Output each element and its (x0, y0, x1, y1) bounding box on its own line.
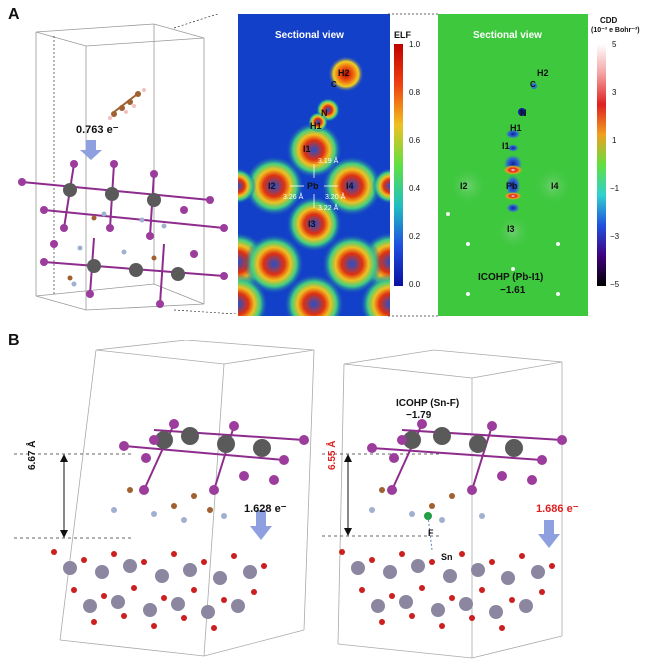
elf-lattice (238, 122, 390, 316)
elf-colorbar (394, 44, 403, 286)
cdd-map-drawing (446, 83, 573, 296)
distance-label-right: 6.55 Å (327, 440, 338, 470)
icohp-value-b: −1.79 (406, 410, 432, 421)
cdd-atom-i2: I2 (460, 181, 468, 191)
perovskite-layer-right (367, 419, 567, 495)
cdd-tick-minus-1: −1 (610, 184, 620, 193)
elf-colorbar-label: ELF (394, 30, 411, 40)
cdd-colorbar (597, 44, 606, 286)
elf-distance-left: 3.26 Å (283, 194, 304, 201)
elf-atom-c: C (331, 80, 337, 89)
cdd-tick-minus-3: −3 (610, 232, 620, 241)
elf-map-drawing (238, 56, 390, 316)
cdd-icohp-label: ICOHP (Pb-I1) (478, 272, 544, 283)
perovskite-layer-left (119, 419, 309, 495)
cdd-tick-minus-5: −5 (610, 280, 620, 289)
elf-molecule (308, 56, 364, 132)
unit-cell-box (35, 23, 205, 311)
perovskite-layers (18, 160, 228, 308)
panel-b-right-structure (322, 349, 567, 659)
elf-atom-h1: H1 (310, 121, 322, 131)
elf-tick-1: 1.0 (409, 40, 421, 49)
elf-atom-i4: I4 (346, 181, 354, 191)
oxide-substrate-left (51, 549, 267, 631)
cdd-atom-h2: H2 (537, 68, 549, 78)
elf-tick-0-6: 0.6 (409, 136, 421, 145)
panel-b-left-structure (14, 340, 315, 657)
elf-tick-0-2: 0.2 (409, 232, 421, 241)
unit-cell-box-right (337, 349, 563, 659)
cdd-atom-i1: I1 (502, 141, 510, 151)
panel-letter-b: B (8, 332, 20, 349)
elf-tick-0-0: 0.0 (409, 280, 421, 289)
transfer-label-b-left: 1.628 e⁻ (244, 503, 287, 515)
icohp-label-b: ICOHP (Sn-F) (396, 398, 460, 409)
elf-distance-right: 3.20 Å (325, 194, 346, 201)
elf-atom-i3: I3 (308, 219, 316, 229)
cdd-map-title: Sectional view (473, 30, 542, 41)
map-connectors (388, 13, 438, 317)
elf-atom-i2: I2 (268, 181, 276, 191)
unit-cell-box-left (59, 340, 315, 657)
cdd-map (438, 14, 588, 316)
elf-map (238, 14, 390, 316)
cdd-atom-n: N (520, 108, 527, 118)
elf-atom-n: N (321, 108, 328, 118)
elf-tick-0-8: 0.8 (409, 88, 421, 97)
down-arrow-icon (80, 140, 102, 160)
down-arrow-icon (538, 520, 560, 548)
panel-letter-a: A (8, 6, 20, 23)
elf-tick-0-4: 0.4 (409, 184, 421, 193)
atom-label-sn: Sn (441, 552, 453, 562)
cdd-colorbar-unit: (10⁻³ e Bohr⁻³) (591, 27, 640, 34)
cdd-colorbar-label: CDD (600, 16, 618, 25)
down-arrow-icon (250, 510, 272, 540)
organic-cations-left (127, 487, 213, 513)
transfer-label-a: 0.763 e⁻ (76, 124, 119, 136)
cdd-atom-i3: I3 (507, 224, 515, 234)
cdd-atom-c: C (530, 80, 536, 89)
cdd-atom-i4: I4 (551, 181, 559, 191)
transfer-label-b-right: 1.686 e⁻ (536, 503, 579, 515)
cdd-tick-3: 3 (612, 88, 617, 97)
adsorbed-molecule (108, 88, 146, 120)
panel-a-structure (18, 14, 237, 314)
cdd-icohp-value: −1.61 (500, 285, 526, 296)
cdd-tick-5: 5 (612, 40, 617, 49)
elf-map-title: Sectional view (275, 30, 344, 41)
elf-atom-pb: Pb (307, 181, 319, 191)
cdd-atom-h1: H1 (510, 123, 522, 133)
oxide-substrate-right (339, 549, 555, 631)
atom-label-f: F (428, 528, 434, 538)
distance-label-left: 6.67 Å (27, 440, 38, 470)
elf-atom-i1: I1 (303, 144, 311, 154)
elf-distance-top: 3.19 Å (318, 158, 339, 165)
elf-distance-bottom: 3.22 Å (318, 205, 339, 212)
cdd-atom-pb: Pb (506, 181, 518, 191)
cdd-tick-1: 1 (612, 136, 617, 145)
elf-atom-h2: H2 (338, 68, 350, 78)
